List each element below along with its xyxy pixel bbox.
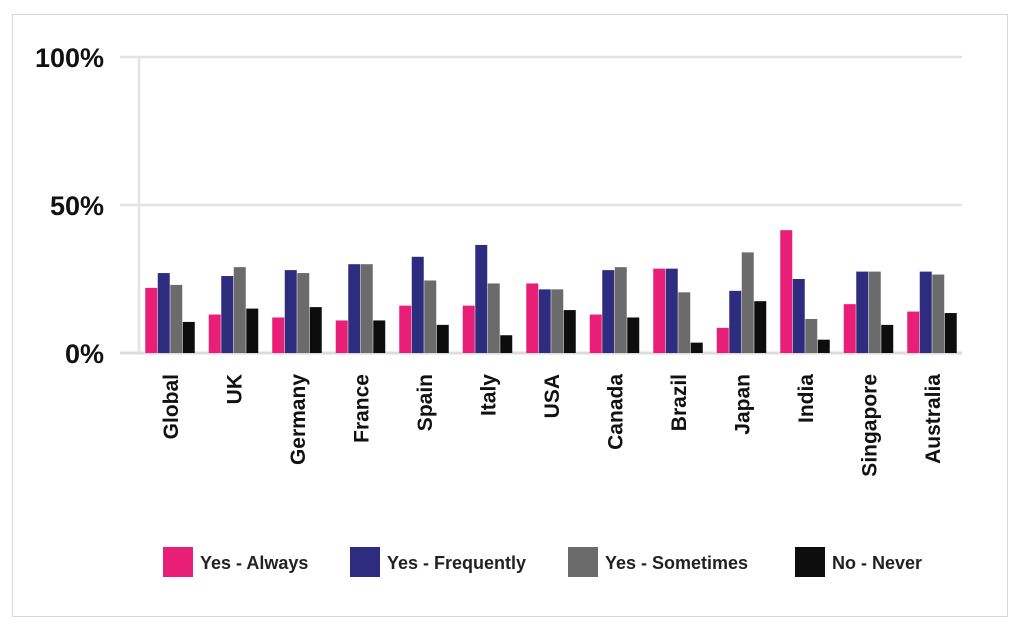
legend: Yes - Always Yes - Frequently Yes - Someti…: [163, 547, 922, 577]
bar-layer: [145, 230, 957, 353]
x-tick-label-uk: UK: [224, 374, 247, 404]
bar-australia-yes-always: [907, 311, 920, 353]
bar-canada-yes-frequently: [602, 270, 615, 353]
x-tick-label-germany: Germany: [287, 374, 310, 465]
x-tick-label-spain: Spain: [414, 374, 437, 431]
bar-spain-yes-sometimes: [424, 280, 437, 353]
bar-germany-no-never: [309, 307, 322, 353]
bar-global-yes-always: [145, 287, 158, 353]
x-tick-label-france: France: [351, 374, 374, 443]
bar-france-yes-always: [335, 320, 348, 353]
bar-australia-yes-frequently: [919, 271, 932, 353]
x-tick-label-canada: Canada: [605, 374, 628, 450]
bar-singapore-yes-sometimes: [868, 271, 881, 353]
bar-uk-yes-always: [208, 314, 221, 353]
bar-global-yes-sometimes: [170, 284, 183, 353]
bar-brazil-yes-sometimes: [678, 292, 691, 353]
bar-italy-yes-frequently: [475, 244, 488, 353]
legend-swatch: [163, 547, 193, 577]
bar-france-yes-frequently: [348, 264, 361, 353]
bar-singapore-yes-frequently: [856, 271, 869, 353]
legend-swatch: [795, 547, 825, 577]
x-axis-tick-labels: Global UK Germany France Spain Italy USA Canada…: [160, 374, 945, 477]
bar-germany-yes-frequently: [284, 270, 297, 353]
x-tick-label-italy: Italy: [478, 374, 501, 416]
bar-uk-yes-frequently: [221, 276, 234, 353]
x-tick-label-global: Global: [160, 374, 183, 439]
bar-canada-no-never: [627, 317, 640, 353]
bar-italy-yes-always: [462, 305, 475, 353]
bar-germany-yes-sometimes: [297, 273, 310, 353]
x-tick-label-india: India: [795, 374, 818, 423]
bar-spain-no-never: [436, 324, 449, 353]
bar-spain-yes-always: [399, 305, 412, 353]
x-tick-label-australia: Australia: [922, 374, 945, 464]
bar-japan-yes-sometimes: [741, 252, 754, 353]
legend-label: Yes - Frequently: [387, 553, 526, 573]
bar-australia-no-never: [944, 313, 957, 353]
bar-india-yes-sometimes: [805, 318, 818, 353]
bar-japan-yes-frequently: [729, 290, 742, 353]
bar-india-yes-always: [780, 230, 793, 353]
bar-singapore-yes-always: [843, 304, 856, 353]
bar-uk-yes-sometimes: [233, 267, 246, 353]
legend-item-no-never: No - Never: [795, 547, 922, 577]
legend-item-yes-sometimes: Yes - Sometimes: [568, 547, 748, 577]
bar-spain-yes-frequently: [411, 256, 424, 353]
bar-france-no-never: [373, 320, 386, 353]
bar-australia-yes-sometimes: [932, 274, 945, 353]
legend-swatch: [568, 547, 598, 577]
bar-singapore-no-never: [881, 324, 894, 353]
bar-usa-yes-sometimes: [551, 289, 564, 353]
bar-japan-no-never: [754, 301, 767, 353]
bar-italy-no-never: [500, 335, 513, 353]
bar-india-yes-frequently: [792, 279, 805, 353]
legend-label: Yes - Sometimes: [605, 553, 748, 573]
y-tick-label: 50%: [50, 191, 104, 221]
y-tick-label: 100%: [35, 43, 104, 73]
bar-global-no-never: [182, 321, 195, 353]
legend-item-yes-always: Yes - Always: [163, 547, 308, 577]
y-tick-label: 0%: [65, 339, 104, 369]
x-tick-label-singapore: Singapore: [859, 374, 882, 477]
bar-brazil-no-never: [690, 342, 703, 353]
bar-germany-yes-always: [272, 317, 285, 353]
legend-label: No - Never: [832, 553, 922, 573]
bar-india-no-never: [817, 339, 830, 353]
bar-canada-yes-always: [589, 314, 602, 353]
bar-usa-no-never: [563, 310, 576, 353]
bar-global-yes-frequently: [157, 273, 170, 353]
x-tick-label-brazil: Brazil: [668, 374, 691, 431]
legend-swatch: [350, 547, 380, 577]
bar-usa-yes-always: [526, 283, 539, 353]
bar-brazil-yes-frequently: [665, 268, 678, 353]
bar-canada-yes-sometimes: [614, 267, 627, 353]
legend-item-yes-frequently: Yes - Frequently: [350, 547, 526, 577]
legend-label: Yes - Always: [200, 553, 308, 573]
bar-usa-yes-frequently: [538, 289, 551, 353]
bar-brazil-yes-always: [653, 268, 666, 353]
bar-uk-no-never: [246, 308, 259, 353]
x-tick-label-japan: Japan: [732, 374, 755, 435]
bar-italy-yes-sometimes: [487, 283, 500, 353]
bar-japan-yes-always: [716, 327, 729, 353]
y-axis-tick-labels: 0% 50% 100%: [35, 43, 104, 369]
x-tick-label-usa: USA: [541, 374, 564, 418]
bar-france-yes-sometimes: [360, 264, 373, 353]
